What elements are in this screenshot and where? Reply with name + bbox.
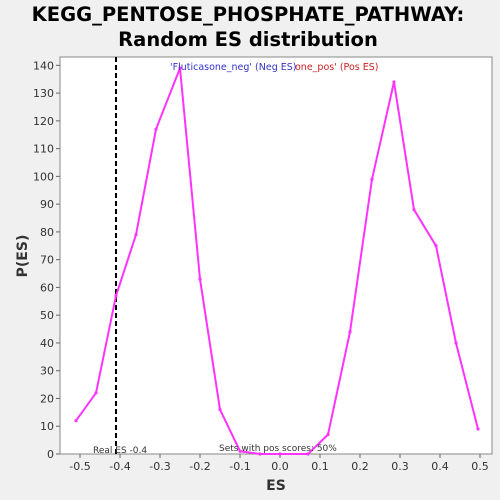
data-point (326, 432, 330, 437)
chart-title-line-2: Random ES distribution (118, 28, 378, 51)
data-point (218, 407, 222, 412)
pos-es-legend-label: one_pos' (Pos ES) (295, 62, 378, 73)
y-tick-label: 60 (40, 281, 54, 294)
data-point (154, 127, 158, 131)
data-point (134, 233, 138, 237)
x-tick-label: 0.5 (471, 460, 489, 473)
data-point (114, 294, 118, 298)
x-tick-label: -0.5 (69, 460, 90, 473)
x-tick-label: -0.4 (109, 460, 130, 473)
y-tick-label: 50 (40, 309, 54, 322)
x-tick-label: -0.1 (229, 460, 250, 473)
data-point (198, 277, 202, 281)
y-tick-label: 100 (33, 170, 54, 183)
neg-es-legend-label: 'Fluticasone_neg' (Neg ES) (170, 62, 297, 73)
sets-with-pos-scores-label: Sets with pos scores: 50% (219, 444, 337, 454)
chart-title-line-1: KEGG_PENTOSE_PHOSPHATE_PATHWAY: (32, 3, 465, 26)
y-tick-label: 40 (40, 337, 54, 350)
data-point (412, 208, 416, 212)
data-point (476, 427, 480, 431)
data-point (370, 177, 374, 181)
data-point (74, 419, 78, 423)
x-tick-label: 0.0 (271, 460, 289, 473)
y-tick-label: 140 (33, 59, 54, 72)
data-point (454, 341, 458, 345)
x-tick-label: 0.1 (311, 460, 329, 473)
x-tick-label: -0.2 (189, 460, 210, 473)
data-point (434, 244, 438, 248)
y-tick-label: 70 (40, 254, 54, 267)
plot-area (59, 56, 493, 455)
data-point (392, 80, 396, 84)
y-tick-label: 10 (40, 420, 54, 433)
y-tick-label: 0 (47, 448, 54, 461)
data-point (238, 449, 242, 453)
x-axis: -0.5 -0.4 -0.3 -0.2 -0.1 0.0 0.1 0.2 0.3 0.4 0.5 (69, 454, 489, 473)
x-tick-label: 0.4 (431, 460, 449, 473)
data-point (258, 452, 262, 456)
data-point (306, 452, 310, 456)
es-distribution-line (75, 67, 479, 455)
x-tick-label: 0.2 (351, 460, 369, 473)
data-point (348, 330, 352, 334)
y-tick-label: 110 (33, 143, 54, 156)
y-tick-label: 130 (33, 87, 54, 100)
y-tick-label: 30 (40, 365, 54, 378)
series-layer (74, 66, 480, 456)
data-point (278, 452, 282, 456)
x-axis-title: ES (266, 478, 286, 494)
data-point (178, 66, 182, 70)
y-tick-label: 90 (40, 198, 54, 211)
y-tick-label: 20 (40, 392, 54, 405)
real-es-label: Real ES -0.4 (93, 446, 147, 456)
y-axis: 0 10 20 30 40 50 60 70 80 90 100 110 120 130 140 (33, 59, 60, 461)
y-axis-title: P(ES) (15, 235, 31, 278)
y-tick-label: 120 (33, 115, 54, 128)
x-tick-label: 0.3 (391, 460, 409, 473)
y-tick-label: 80 (40, 226, 54, 239)
x-tick-label: -0.3 (149, 460, 170, 473)
data-point (94, 391, 98, 395)
